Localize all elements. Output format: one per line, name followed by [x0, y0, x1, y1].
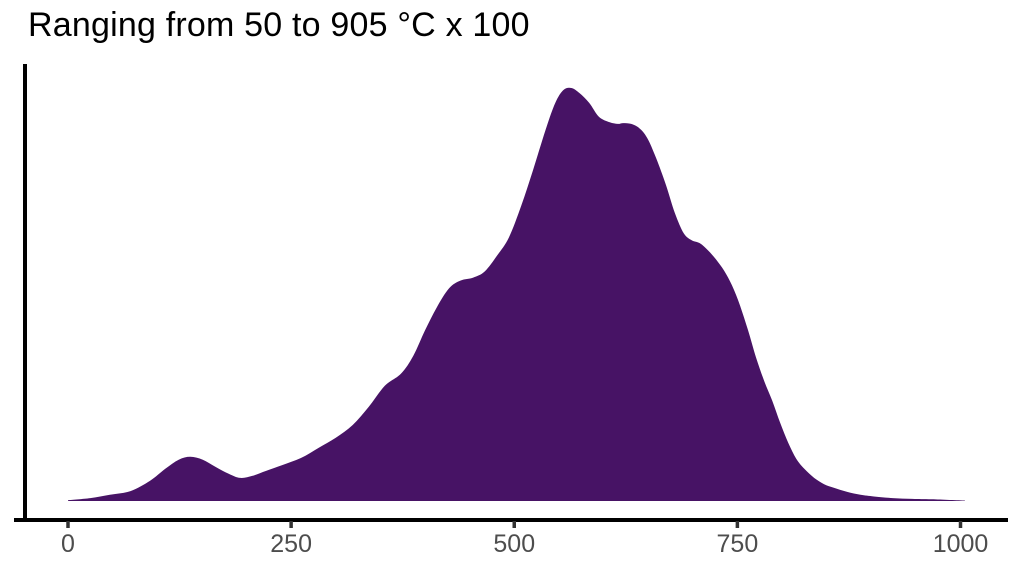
x-axis-tick-label: 750: [717, 530, 759, 558]
chart-title: Ranging from 50 to 905 °C x 100: [28, 6, 530, 44]
density-area: [68, 87, 965, 501]
x-axis-tick-label: 1000: [933, 530, 989, 558]
x-axis-tick-label: 250: [270, 530, 312, 558]
x-axis-tick-label: 500: [493, 530, 535, 558]
x-axis-ticks: [66, 521, 963, 528]
x-axis-tick-labels: 0 250 500 750 1000: [61, 530, 988, 558]
x-axis-tick-label: 0: [61, 530, 75, 558]
